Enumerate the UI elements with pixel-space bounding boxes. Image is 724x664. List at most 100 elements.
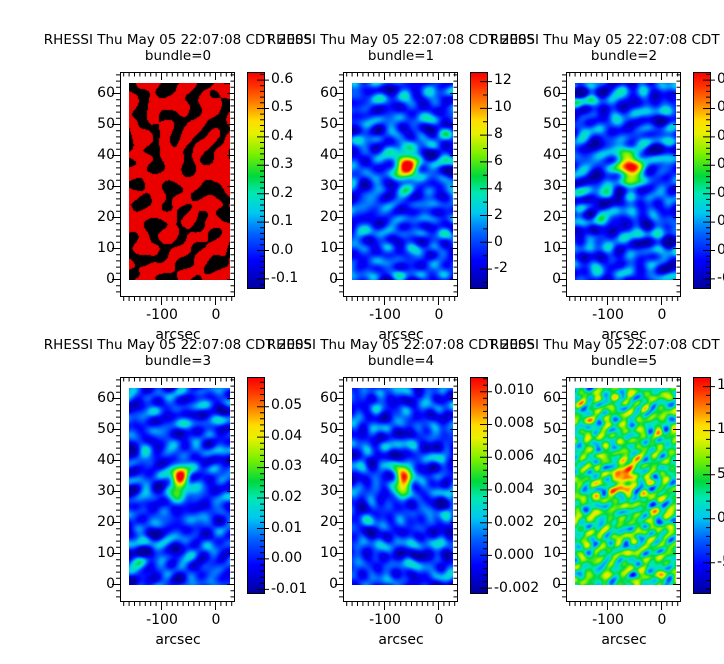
heatmap-image (352, 83, 453, 280)
colorbar-tick-label: 0.00 (271, 550, 303, 566)
panel-title: RHESSI Thu May 05 22:07:08 CDT 2005 (43, 32, 313, 48)
y-tick-label: 50 (543, 116, 561, 132)
y-tick-label: 50 (543, 421, 561, 437)
plot-frame (120, 377, 235, 602)
x-tick-label: 0 (211, 307, 221, 323)
colorbar-tick-label: 0 (717, 510, 724, 526)
panel-bundle-4: RHESSI Thu May 05 22:07:08 CDT 2005 bund… (263, 319, 563, 664)
plot-frame (120, 72, 235, 297)
colorbar-tick-label: 0.5 (717, 99, 724, 115)
y-tick-label: 0 (329, 271, 338, 287)
panel-subtitle: bundle=4 (367, 353, 435, 369)
colorbar-tick-label: 0.1 (271, 213, 294, 229)
panel-subtitle: bundle=1 (367, 48, 435, 64)
panel-title: RHESSI Thu May 05 22:07:08 CDT 2005 (43, 337, 313, 353)
heatmap-image (129, 388, 230, 585)
colorbar-tick-label: 0.5 (271, 99, 294, 115)
y-tick-label: 50 (320, 116, 338, 132)
x-axis-title: arcsec (601, 632, 647, 648)
y-tick-label: 60 (97, 85, 115, 101)
panel-subtitle: bundle=3 (144, 353, 212, 369)
colorbar-tick-label: 6 (494, 153, 503, 169)
panel-title: RHESSI Thu May 05 22:07:08 CDT 2005 (489, 32, 724, 48)
y-tick-label: 20 (543, 514, 561, 530)
plot-frame (343, 72, 458, 297)
y-tick-label: 20 (97, 514, 115, 530)
x-axis-title: arcsec (155, 632, 201, 648)
y-tick-label: 40 (543, 452, 561, 468)
panel-bundle-2: RHESSI Thu May 05 22:07:08 CDT 2005 bund… (486, 14, 724, 359)
colorbar-tick-label: 0.2 (717, 185, 724, 201)
colorbar-tick-label: 4 (494, 180, 503, 196)
heatmap-image (352, 388, 453, 585)
panel-title: RHESSI Thu May 05 22:07:08 CDT 2005 (489, 337, 724, 353)
colorbar-tick-label: 0.6 (717, 71, 724, 87)
y-tick-label: 0 (106, 576, 115, 592)
panel-subtitle: bundle=2 (590, 48, 658, 64)
colorbar-tick-label: 10×10 (717, 421, 724, 437)
x-axis-title: arcsec (155, 327, 201, 343)
colorbar-tick-label: 0.010 (494, 382, 535, 398)
x-tick-label: 0 (211, 612, 221, 628)
colorbar-tick-label: 0 (494, 234, 503, 250)
colorbar-tick-label: 0.4 (271, 128, 294, 144)
colorbar (693, 72, 711, 289)
y-tick-label: 40 (97, 147, 115, 163)
y-tick-label: 10 (543, 240, 561, 256)
y-tick-label: 30 (97, 483, 115, 499)
y-tick-label: 10 (320, 545, 338, 561)
y-tick-label: 10 (97, 545, 115, 561)
x-tick-label: -100 (369, 307, 401, 323)
panel-bundle-0: RHESSI Thu May 05 22:07:08 CDT 2005 bund… (40, 14, 340, 359)
colorbar-tick-label: 0.3 (271, 156, 294, 172)
x-tick-label: 0 (657, 612, 667, 628)
y-tick-label: 20 (320, 514, 338, 530)
y-tick-label: 0 (329, 576, 338, 592)
colorbar-tick-label: 0.0 (717, 242, 724, 258)
colorbar-tick-label: 8 (494, 126, 503, 142)
colorbar-tick-label: 0.03 (271, 458, 303, 474)
colorbar-tick-label: 0.1 (717, 213, 724, 229)
y-tick-label: 60 (543, 390, 561, 406)
y-tick-label: 10 (543, 545, 561, 561)
y-tick-label: 30 (543, 483, 561, 499)
colorbar-tick-label: 0.3 (717, 156, 724, 172)
colorbar-tick-label: 0.05 (271, 397, 303, 413)
y-tick-label: 20 (97, 209, 115, 225)
y-tick-label: 30 (97, 178, 115, 194)
y-tick-label: 0 (106, 271, 115, 287)
colorbar-tick-label: -5×10 (717, 554, 724, 570)
y-tick-label: 40 (543, 147, 561, 163)
colorbar (693, 377, 711, 594)
colorbar-tick-label: 0.002 (494, 514, 535, 530)
panel-title: RHESSI Thu May 05 22:07:08 CDT 2005 (266, 337, 536, 353)
y-tick-label: 40 (97, 452, 115, 468)
x-tick-label: -100 (592, 307, 624, 323)
y-tick-label: 60 (97, 390, 115, 406)
colorbar-tick-label: -0.1 (717, 270, 724, 286)
y-tick-label: 20 (320, 209, 338, 225)
x-tick-label: 0 (657, 307, 667, 323)
y-tick-label: 40 (320, 452, 338, 468)
y-tick-label: 30 (320, 178, 338, 194)
colorbar-tick-label: 0.000 (494, 547, 535, 563)
y-tick-label: 20 (543, 209, 561, 225)
plot-frame (566, 377, 681, 602)
x-tick-label: -100 (369, 612, 401, 628)
heatmap-image (575, 388, 676, 585)
colorbar-tick-label: -0.1 (271, 270, 299, 286)
colorbar-tick-label: 12 (494, 72, 512, 88)
colorbar-tick-label: 0.02 (271, 489, 303, 505)
colorbar-tick-label: 0.004 (494, 481, 535, 497)
y-tick-label: 10 (320, 240, 338, 256)
y-tick-label: 60 (320, 85, 338, 101)
colorbar-tick-label: -0.002 (494, 580, 540, 596)
y-tick-label: 50 (97, 421, 115, 437)
colorbar-tick-label: 0.0 (271, 242, 294, 258)
colorbar-tick-label: 0.2 (271, 185, 294, 201)
x-tick-label: -100 (592, 612, 624, 628)
colorbar-tick-label: 10 (494, 99, 512, 115)
y-tick-label: 30 (543, 178, 561, 194)
colorbar-tick-label: 0.04 (271, 428, 303, 444)
